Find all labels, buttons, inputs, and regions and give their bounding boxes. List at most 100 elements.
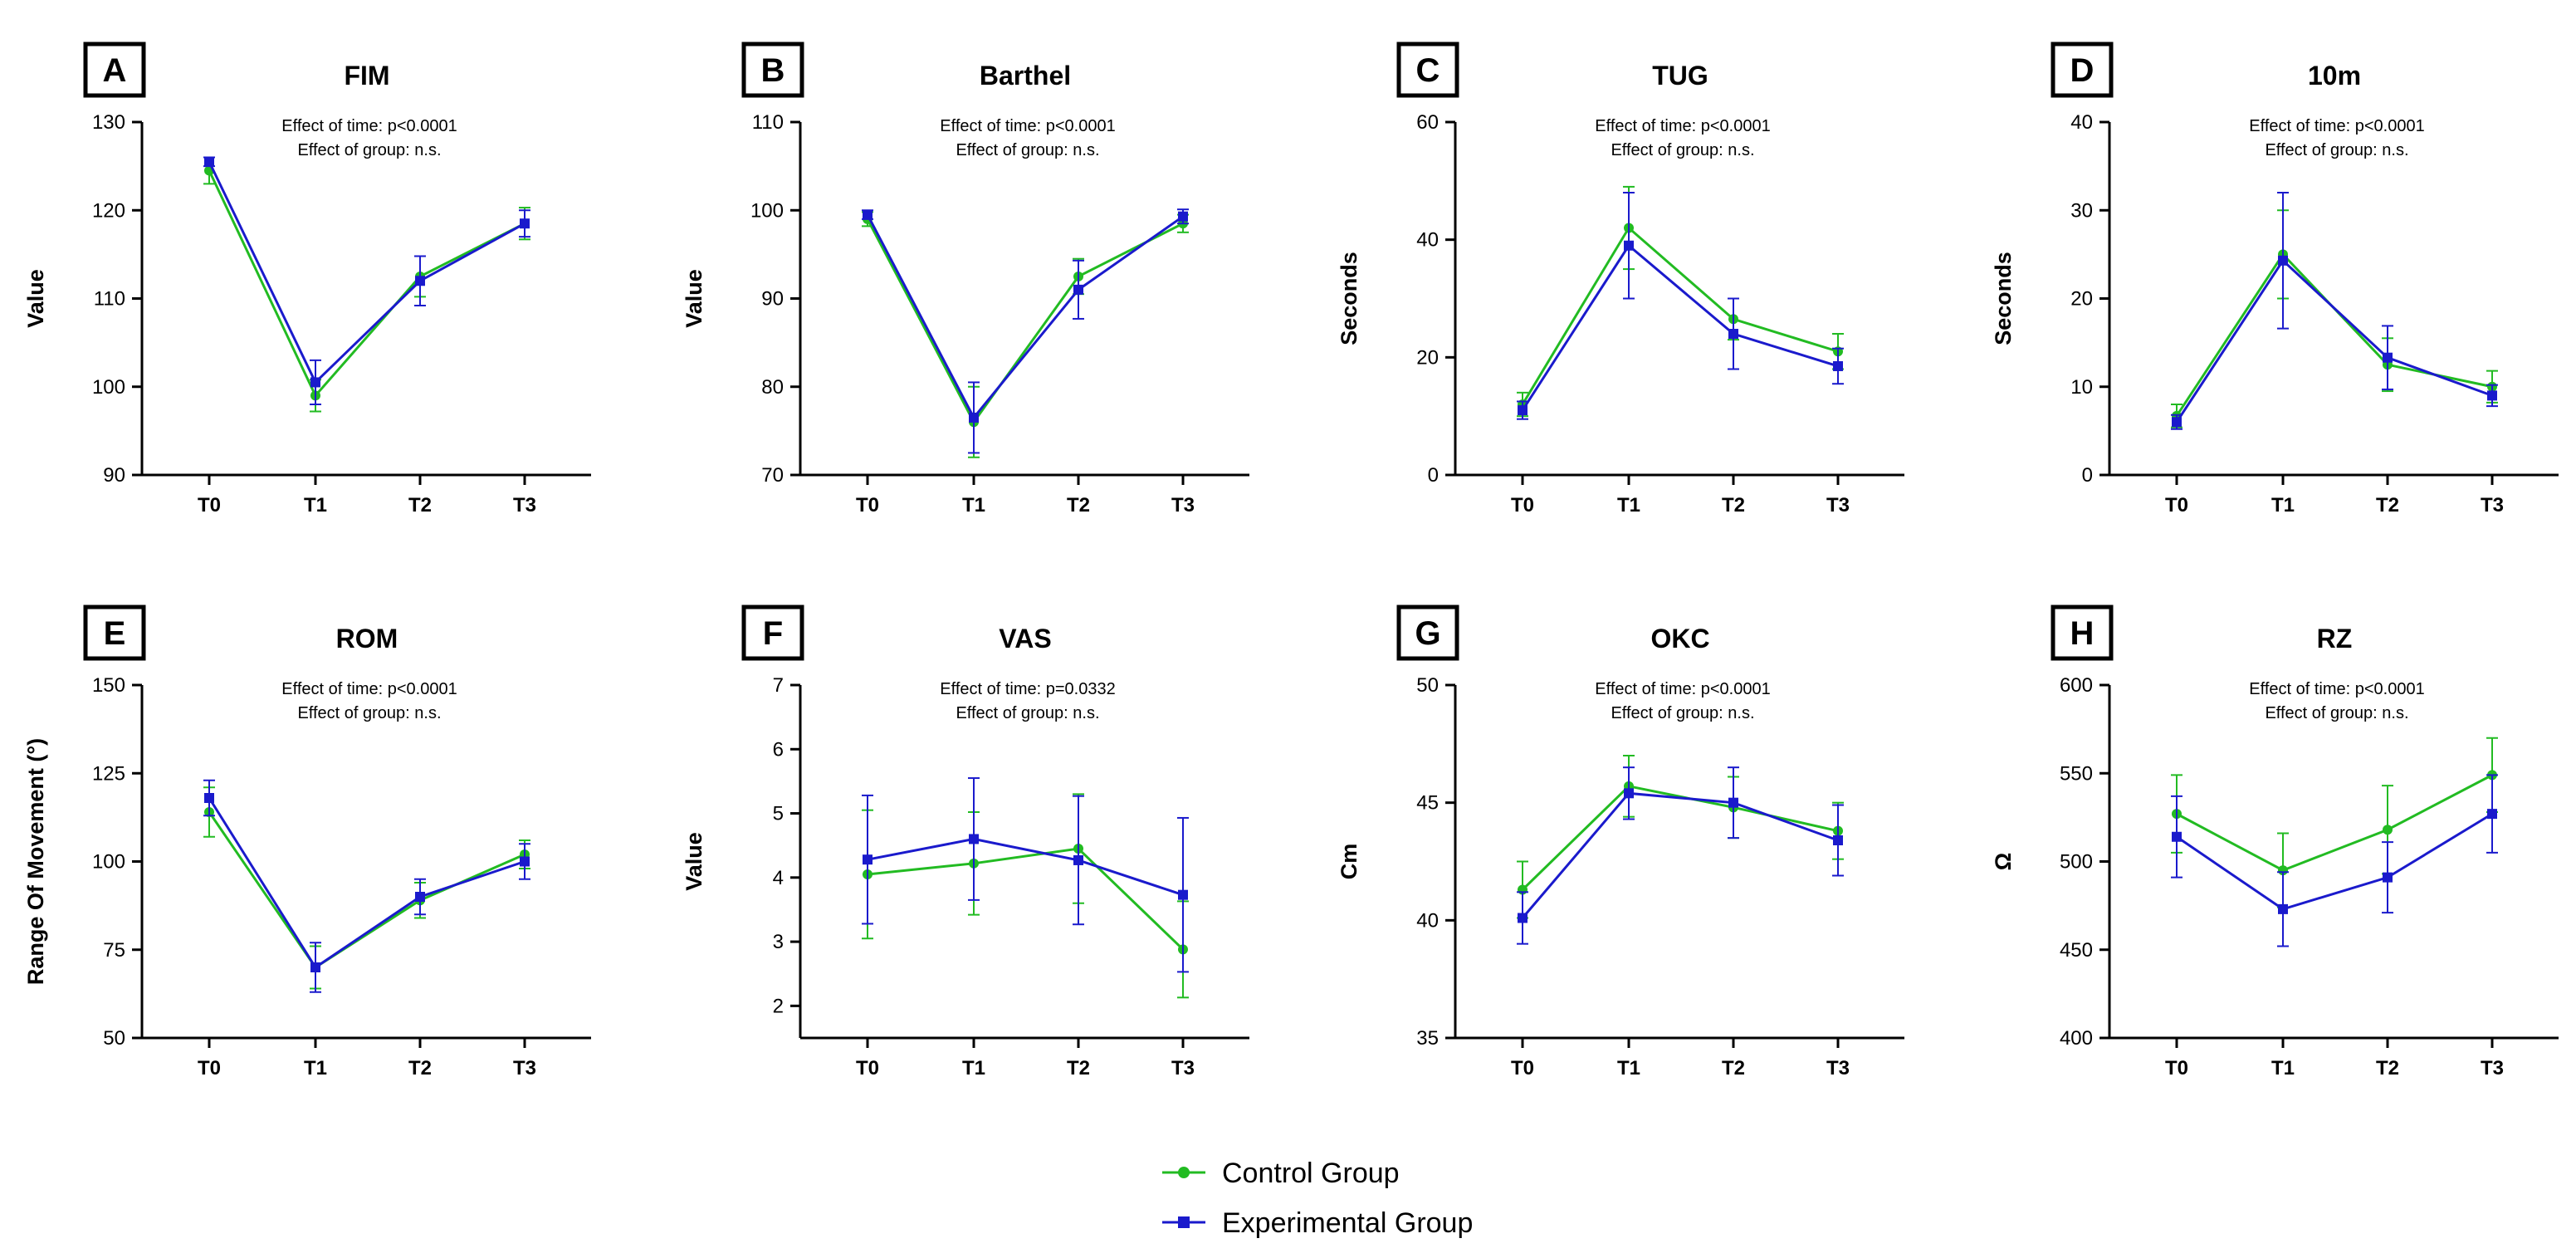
annotation-time-effect: Effect of time: p<0.0001	[1595, 680, 1770, 698]
series-control	[203, 156, 530, 413]
x-tick-label: T2	[408, 494, 432, 516]
y-tick-label: 35	[1416, 1027, 1439, 1050]
annotation-group-effect: Effect of group: n.s.	[1611, 704, 1754, 722]
legend-marker-square	[1178, 1216, 1190, 1228]
y-axis-label: Value	[23, 269, 48, 328]
y-axis-label: Ω	[1991, 853, 2016, 871]
y-tick-label: 3	[773, 931, 784, 953]
series-experimental	[1517, 766, 1844, 945]
panel-letter-box	[1396, 605, 1459, 661]
y-tick-label: 70	[761, 464, 784, 487]
chart-title: TUG	[1652, 61, 1708, 91]
x-tick-label: T1	[962, 494, 985, 516]
series-control	[2171, 209, 2498, 428]
y-tick-label: 75	[103, 939, 125, 962]
y-axis-label: Value	[682, 269, 706, 328]
data-point-experimental	[1833, 835, 1843, 845]
panel-letter: A	[103, 52, 127, 89]
x-tick-label: T2	[2376, 494, 2399, 516]
y-tick-label: 130	[92, 111, 125, 134]
x-tick-label: T0	[1511, 494, 1534, 516]
data-point-experimental	[2487, 809, 2497, 820]
annotation-group-effect: Effect of group: n.s.	[2265, 141, 2408, 159]
legend-item-control: Control Group	[1162, 1158, 1400, 1189]
y-tick-label: 100	[750, 199, 784, 222]
data-point-experimental	[2383, 352, 2393, 363]
y-tick-label: 90	[761, 288, 784, 311]
y-tick-label: 30	[2070, 199, 2093, 222]
legend-item-experimental: Experimental Group	[1162, 1207, 1473, 1239]
y-tick-label: 60	[1416, 111, 1439, 134]
annotation-group-effect: Effect of group: n.s.	[1611, 141, 1754, 159]
panel-letter: F	[763, 615, 783, 652]
y-tick-label: 400	[2060, 1027, 2093, 1050]
panel-letter-box	[83, 605, 146, 661]
x-tick-label: T0	[856, 1057, 879, 1079]
y-axis-label: Seconds	[1991, 252, 2016, 345]
series-line-experimental	[1521, 243, 1839, 411]
y-tick-label: 20	[2070, 288, 2093, 311]
series-line-experimental	[867, 837, 1184, 897]
data-point-experimental	[310, 377, 320, 388]
y-tick-label: 45	[1416, 792, 1439, 815]
x-tick-label: T2	[1722, 1057, 1745, 1079]
data-point-experimental	[1073, 854, 1083, 865]
y-axis-label: Value	[682, 832, 706, 891]
panel-letter: G	[1415, 615, 1440, 652]
series-line-control	[2175, 252, 2493, 417]
data-point-experimental	[1073, 284, 1083, 295]
x-tick-label: T1	[304, 494, 327, 516]
data-point-experimental	[1624, 240, 1634, 251]
x-tick-label: T2	[1722, 494, 1745, 516]
chart-panel-g: G OKC Effect of time: p<0.0001 Effect of gr…	[1337, 605, 1904, 1079]
series-control	[862, 211, 1189, 458]
panel-letter-box	[741, 605, 804, 661]
series-control	[1517, 755, 1844, 919]
data-point-experimental	[2383, 872, 2393, 883]
charts-grid: A FIM Effect of time: p<0.0001 Effect of gr…	[23, 42, 2559, 1079]
x-tick-label: T0	[1511, 1057, 1534, 1079]
y-tick-label: 90	[103, 464, 125, 487]
x-tick-label: T0	[2165, 494, 2188, 516]
x-tick-label: T1	[2271, 1057, 2295, 1079]
x-tick-label: T3	[1171, 1057, 1195, 1079]
data-point-experimental	[2278, 255, 2288, 266]
y-tick-label: 450	[2060, 939, 2093, 962]
series-control	[203, 786, 530, 990]
data-point-experimental	[863, 209, 873, 220]
annotation-time-effect: Effect of time: p<0.0001	[2249, 117, 2424, 135]
y-tick-label: 2	[773, 995, 784, 1017]
data-point-experimental	[1178, 889, 1188, 900]
data-point-experimental	[969, 412, 979, 423]
data-point-experimental	[1518, 405, 1528, 416]
y-axis-label: Seconds	[1337, 252, 1361, 345]
panel-letter-box	[83, 42, 146, 98]
x-tick-label: T3	[1826, 494, 1850, 516]
data-point-experimental	[415, 276, 425, 286]
chart-title: ROM	[336, 624, 398, 653]
panel-letter: H	[2070, 615, 2095, 652]
chart-title: FIM	[344, 61, 389, 91]
chart-title: OKC	[1650, 624, 1709, 653]
series-line-control	[866, 218, 1184, 425]
y-tick-label: 100	[92, 851, 125, 874]
chart-panel-f: F VAS Effect of time: p=0.0332 Effect of gr…	[682, 605, 1249, 1079]
legend: Control Group Experimental Group	[1162, 1158, 1473, 1239]
x-tick-label: T3	[2481, 494, 2504, 516]
annotation-time-effect: Effect of time: p<0.0001	[940, 117, 1115, 135]
series-experimental	[203, 779, 530, 993]
series-line-control	[2176, 774, 2493, 872]
x-tick-label: T3	[1826, 1057, 1850, 1079]
y-tick-label: 120	[92, 199, 125, 222]
y-tick-label: 10	[2070, 376, 2093, 399]
panel-letter: B	[761, 52, 785, 89]
data-point-experimental	[863, 854, 873, 865]
data-point-experimental	[2172, 831, 2182, 842]
series-line-control	[208, 811, 525, 970]
series-control	[1517, 185, 1844, 418]
series-experimental	[2171, 774, 2498, 947]
series-control	[862, 793, 1189, 999]
legend-marker-circle	[1178, 1167, 1190, 1178]
legend-label: Control Group	[1222, 1158, 1400, 1189]
